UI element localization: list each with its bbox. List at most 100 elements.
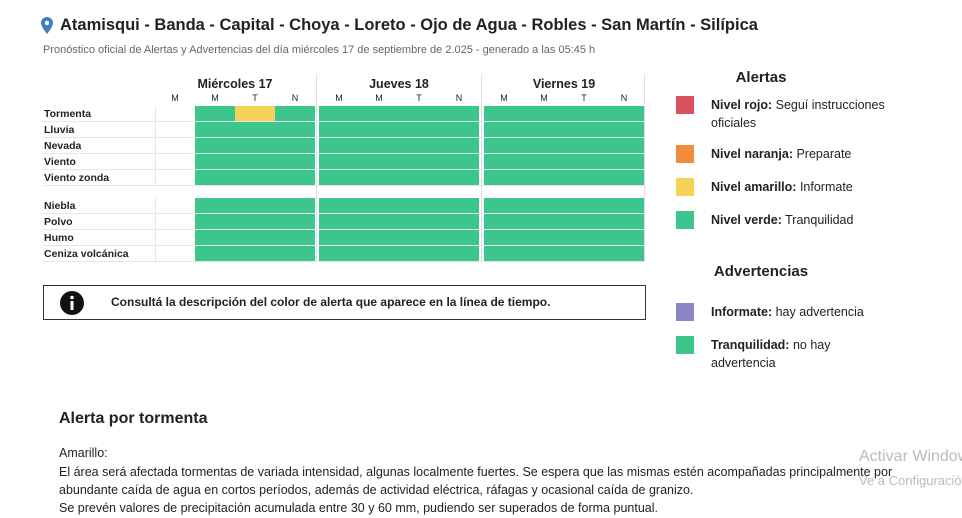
alert-cell [235, 214, 275, 229]
legend-label: Informate: [711, 305, 773, 319]
alert-cell [399, 154, 439, 169]
alert-cell [319, 198, 359, 213]
legend-item: Nivel rojo: Seguí instrucciones oficiale… [711, 96, 891, 132]
alert-cell [359, 170, 399, 185]
alert-cell [155, 170, 196, 185]
alert-cell [275, 246, 315, 261]
alert-cell [484, 106, 524, 121]
legend-item: Nivel verde: Tranquilidad [711, 211, 891, 229]
alert-cell [439, 106, 479, 121]
alert-cell [399, 198, 439, 213]
period-label: M [540, 93, 548, 103]
row-line [43, 137, 645, 138]
alert-cell [564, 230, 604, 245]
row-label: Nevada [44, 140, 82, 152]
period-label: N [620, 93, 628, 103]
alert-cell [359, 246, 399, 261]
alert-cell [439, 170, 479, 185]
row-label: Humo [44, 232, 74, 244]
legend-label: Nivel verde: [711, 213, 782, 227]
alert-cell [604, 198, 644, 213]
paragraph: El área será afectada tormentas de varia… [59, 465, 893, 497]
alert-cell [564, 246, 604, 261]
alert-cell [319, 214, 359, 229]
alert-cell [484, 122, 524, 137]
alert-cell [484, 214, 524, 229]
alert-cell [484, 198, 524, 213]
row-line [43, 153, 645, 154]
period-label: N [291, 93, 299, 103]
alert-cell [484, 154, 524, 169]
alert-cell [564, 170, 604, 185]
alert-cell [604, 214, 644, 229]
alert-cell [275, 138, 315, 153]
alert-cell [275, 106, 315, 121]
watermark-text: Ve a Configuración [859, 473, 962, 488]
row-line [43, 245, 645, 246]
legend-label: Nivel rojo: [711, 98, 773, 112]
alert-cell [195, 138, 235, 153]
alert-cell [524, 154, 564, 169]
alert-cell [275, 198, 315, 213]
legend-swatch [676, 336, 694, 354]
paragraph: Se prevén valores de precipitación acumu… [59, 501, 658, 515]
period-label: M [375, 93, 383, 103]
alert-cell [195, 230, 235, 245]
legend-text: Tranquilidad [785, 213, 854, 227]
legend-swatch [676, 303, 694, 321]
row-label: Lluvia [44, 124, 75, 136]
alert-cell [564, 138, 604, 153]
alert-cell [399, 138, 439, 153]
legend-text: Informate [799, 180, 853, 194]
row-line [43, 213, 645, 214]
legend-text: Preparate [796, 147, 852, 161]
period-label: M [211, 93, 219, 103]
row-label: Tormenta [44, 108, 92, 120]
day-header: Jueves 18 [369, 77, 429, 91]
alert-cell [399, 122, 439, 137]
alert-cell [439, 198, 479, 213]
legend-swatch [676, 211, 694, 229]
row-label: Niebla [44, 200, 76, 212]
alert-cell [275, 122, 315, 137]
alert-cell [439, 230, 479, 245]
alert-cell [604, 122, 644, 137]
table-edge [644, 75, 645, 262]
alert-cell [195, 170, 235, 185]
alert-cell [439, 154, 479, 169]
period-label: M [335, 93, 343, 103]
alert-cell [319, 230, 359, 245]
alert-cell [275, 154, 315, 169]
legend-swatch [676, 145, 694, 163]
alert-cell [524, 138, 564, 153]
alert-cell [564, 122, 604, 137]
legend-label: Tranquilidad: [711, 338, 790, 352]
alert-cell [235, 198, 275, 213]
row-line [43, 121, 645, 122]
alert-cell [604, 154, 644, 169]
alert-cell [155, 122, 196, 137]
row-line [43, 261, 645, 262]
alert-cell [155, 198, 196, 213]
alert-cell [524, 122, 564, 137]
alert-cell [439, 138, 479, 153]
alert-cell [604, 170, 644, 185]
alert-cell [604, 246, 644, 261]
alert-cell [155, 106, 196, 121]
alert-cell [564, 154, 604, 169]
alert-cell [275, 214, 315, 229]
alert-cell [399, 170, 439, 185]
alert-cell [319, 106, 359, 121]
alert-cell [359, 138, 399, 153]
alert-cell [195, 122, 235, 137]
day-header: Viernes 19 [532, 77, 596, 91]
alert-cell [399, 246, 439, 261]
legend-label: Nivel naranja: [711, 147, 793, 161]
notice-text: Consultá la descripción del color de ale… [111, 295, 551, 309]
info-icon [60, 291, 84, 315]
alert-cell [359, 230, 399, 245]
alert-cell [399, 230, 439, 245]
day-header: Miércoles 17 [197, 77, 273, 91]
alert-cell [235, 246, 275, 261]
title: Atamisqui - Banda - Capital - Choya - Lo… [60, 16, 758, 34]
